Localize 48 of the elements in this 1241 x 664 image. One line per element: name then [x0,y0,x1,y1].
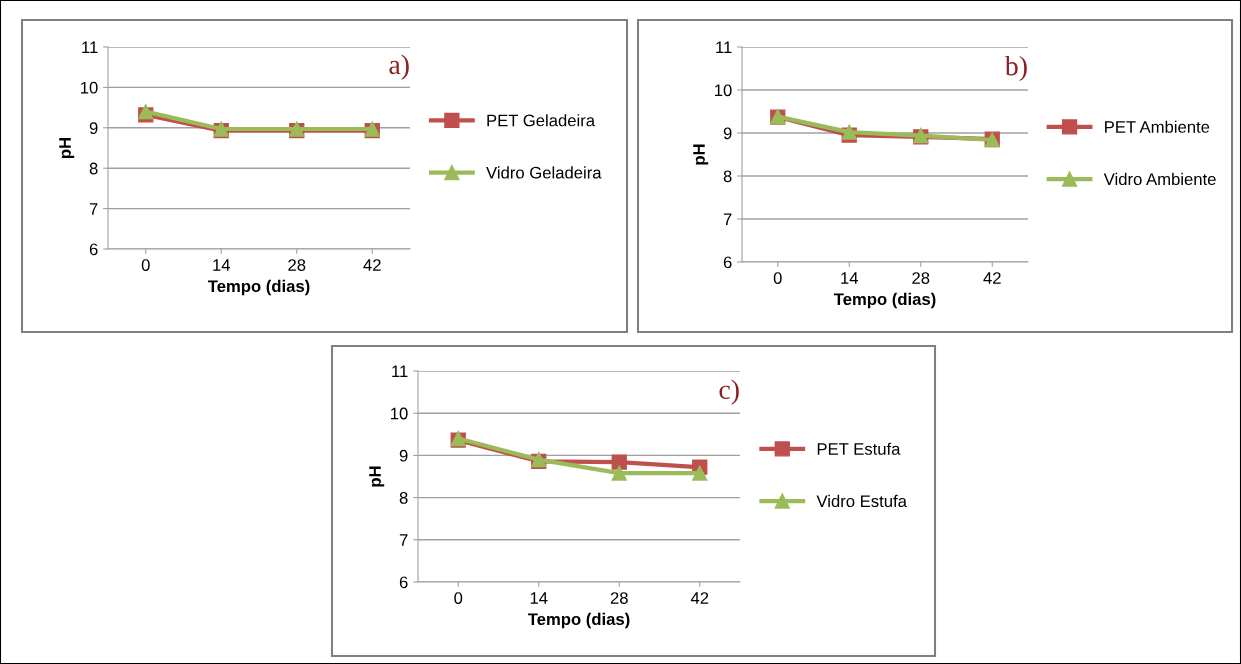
y-tick-label: 9 [723,127,732,140]
y-tick-label: 8 [723,170,732,183]
x-axis-title: Tempo (dias) [833,292,936,309]
point [611,465,627,481]
y-tick-label: 7 [399,534,408,546]
y-tick-label: 6 [89,243,98,256]
y-tick-label: 11 [716,41,732,54]
x-tick-label: 42 [690,592,709,604]
x-tick-label: 0 [454,592,463,604]
y-tick-label: 6 [723,256,732,269]
annotation: c) [719,379,739,405]
annotation: a) [389,54,409,80]
legend-label: PET Geladeira [487,114,596,127]
y-tick-label: 7 [723,213,732,226]
y-tick-label: 9 [89,122,98,134]
x-tick-label: 28 [288,259,306,271]
legend-label: Vidro Geladeira [486,166,602,179]
y-tick-label: 11 [82,41,98,54]
legend-label: Vidro Ambiente [1103,172,1216,186]
y-tick-label: 10 [81,81,98,94]
legend-label: PET Estufa [817,442,901,455]
y-axis-title: pH [693,144,709,165]
legend-label: PET Ambiente [1105,120,1210,133]
y-tick-label: 7 [89,203,98,215]
x-tick-label: 42 [363,259,381,271]
point [692,465,708,481]
annotation: b) [1004,55,1027,82]
y-axis-title: pH [59,138,75,159]
point [611,454,627,470]
x-tick-label: 28 [610,592,628,604]
y-axis-title: pH [369,466,385,487]
y-tick-label: 10 [715,84,732,97]
y-tick-label: 8 [399,492,408,504]
y-tick-label: 11 [392,365,408,378]
x-tick-label: 14 [213,259,231,271]
x-tick-label: 28 [912,272,930,284]
y-tick-label: 10 [391,407,408,420]
x-axis-title: Tempo (dias) [527,612,630,629]
y-tick-label: 6 [399,576,408,589]
y-tick-label: 9 [399,449,408,462]
legend-label: Vidro Estufa [816,494,907,508]
x-axis-title: Tempo (dias) [207,279,310,296]
y-tick-label: 8 [89,162,98,175]
x-tick-label: 0 [141,259,150,271]
x-tick-label: 14 [841,272,859,284]
x-tick-label: 14 [530,592,548,604]
x-tick-label: 0 [773,272,782,284]
x-tick-label: 42 [983,272,1001,284]
